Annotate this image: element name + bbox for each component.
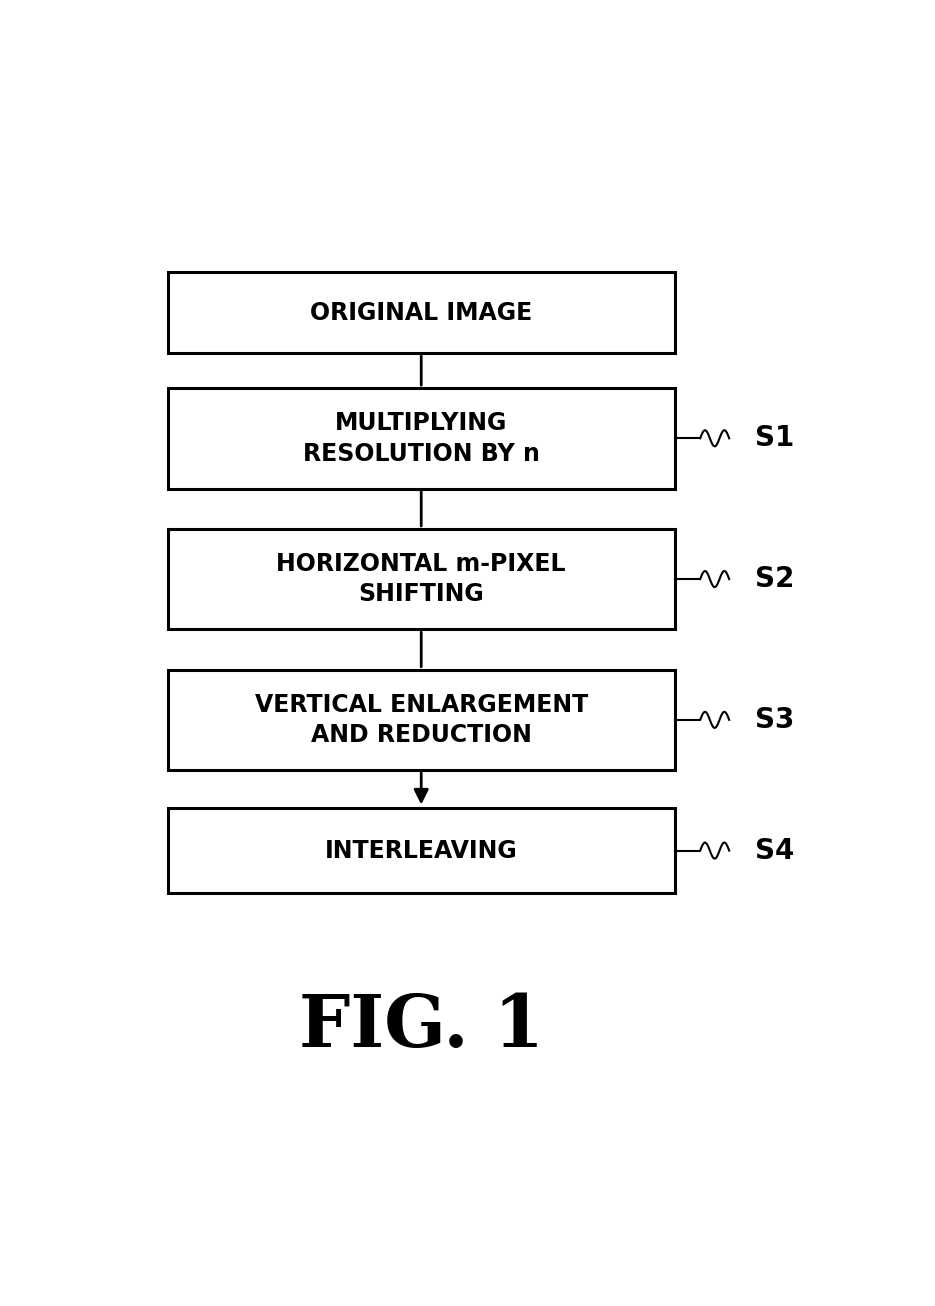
Bar [167,808,675,893]
Bar [167,529,675,629]
Bar [167,273,675,353]
Text: VERTICAL ENLARGEMENT
AND REDUCTION: VERTICAL ENLARGEMENT AND REDUCTION [254,692,588,747]
Bar [167,670,675,771]
Text: S1: S1 [755,424,794,452]
Text: ORIGINAL IMAGE: ORIGINAL IMAGE [310,300,532,325]
Text: INTERLEAVING: INTERLEAVING [324,838,518,862]
Text: S3: S3 [755,705,794,734]
Text: FIG. 1: FIG. 1 [298,991,544,1062]
Text: MULTIPLYING
RESOLUTION BY n: MULTIPLYING RESOLUTION BY n [303,411,539,466]
Text: HORIZONTAL m-PIXEL
SHIFTING: HORIZONTAL m-PIXEL SHIFTING [277,551,566,606]
Bar [167,388,675,488]
Text: S4: S4 [755,837,794,865]
Text: S2: S2 [755,565,794,593]
